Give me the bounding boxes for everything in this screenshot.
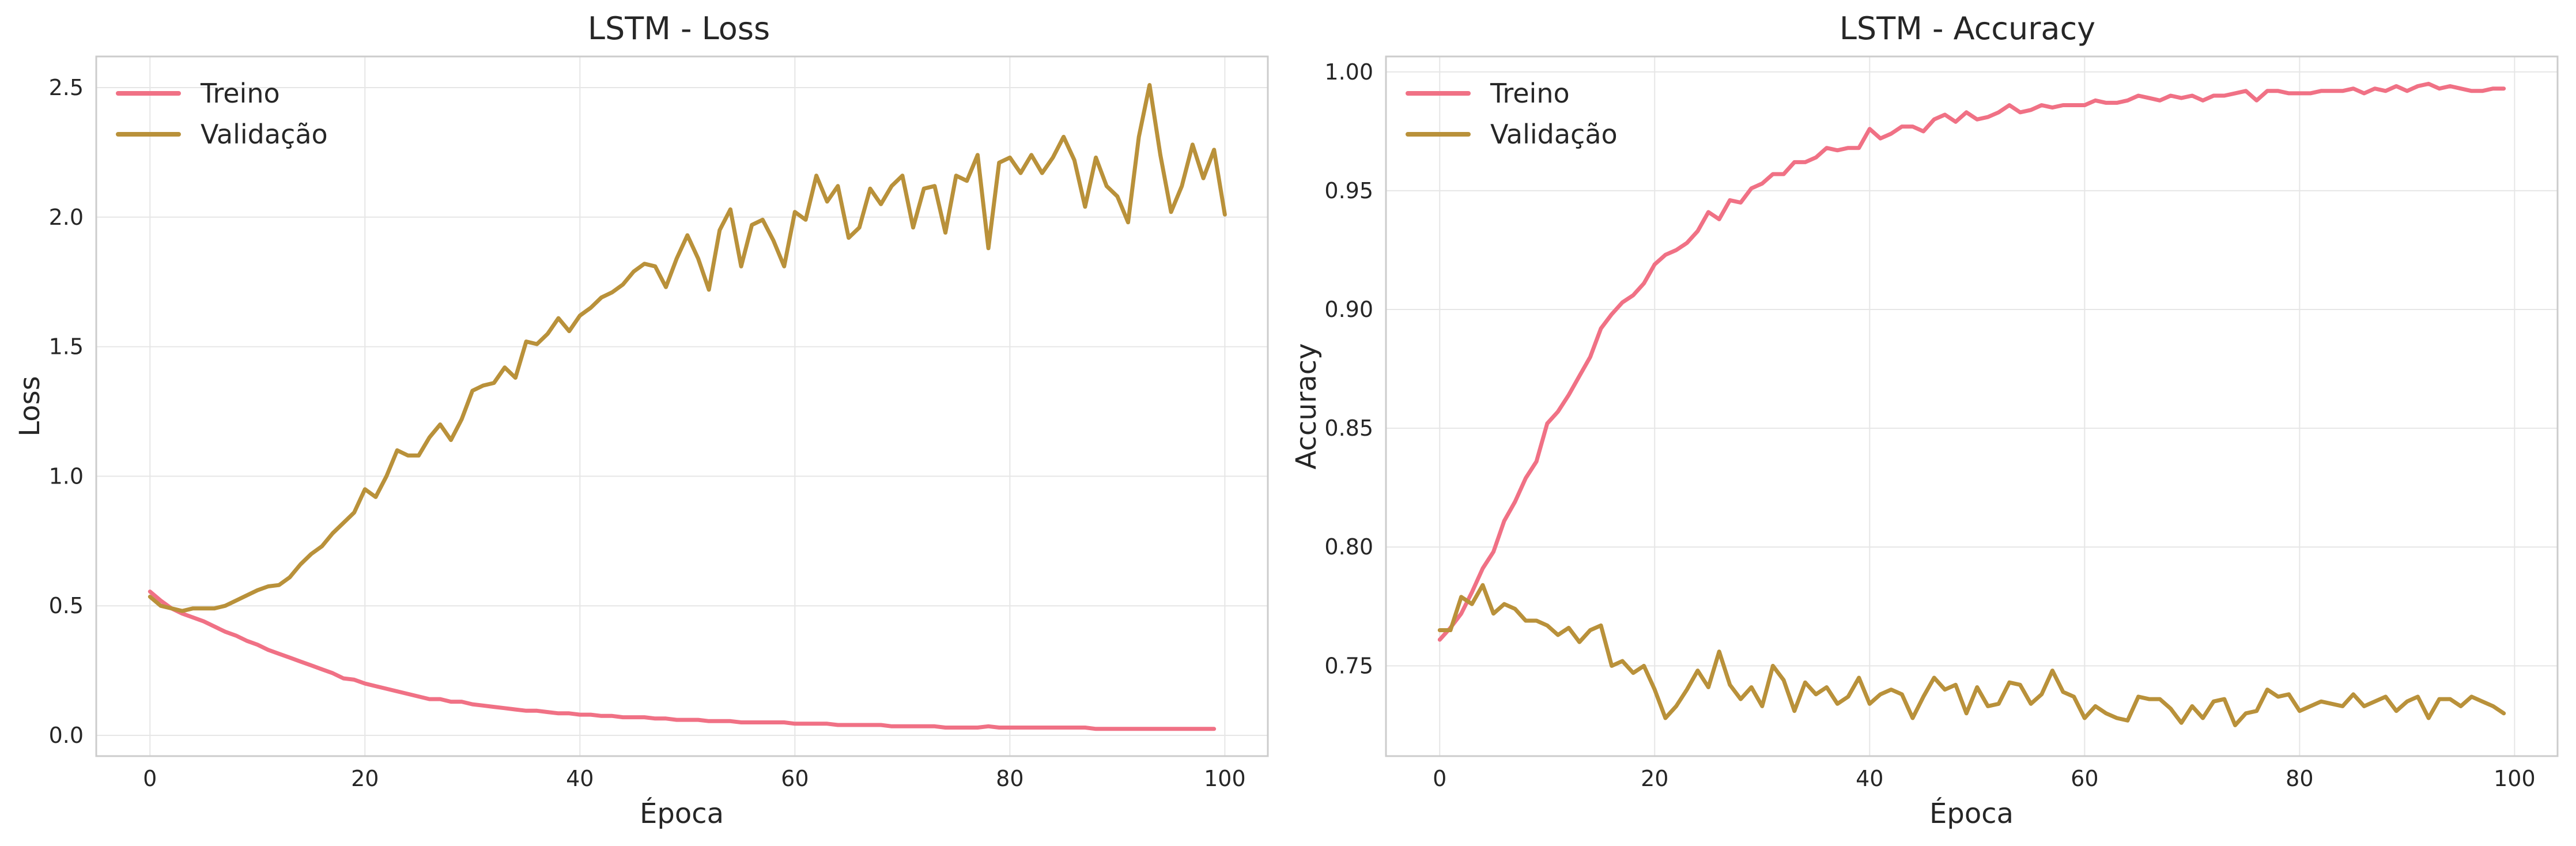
loss-x-tick-label: 20 <box>351 766 379 791</box>
loss-chart: LSTM - Loss 0 20 40 60 80 100 0.0 0.5 1.0 1.5 2.0 2… <box>14 10 1269 830</box>
accuracy-y-tick-label: 1.00 <box>1324 59 1373 85</box>
loss-grid <box>96 56 1268 756</box>
loss-legend-label-validacao: Validação <box>201 119 328 150</box>
loss-x-tick-label: 40 <box>566 766 594 791</box>
accuracy-legend-label-validacao: Validação <box>1490 119 1618 150</box>
accuracy-grid <box>1386 56 2558 756</box>
loss-legend-label-treino: Treino <box>200 78 280 109</box>
accuracy-y-tick-label: 0.75 <box>1324 653 1373 678</box>
accuracy-legend: Treino Validação <box>1406 78 1618 150</box>
accuracy-x-axis-label: Época <box>1929 797 2014 830</box>
loss-tick-labels: 0 20 40 60 80 100 0.0 0.5 1.0 1.5 2.0 2.5 <box>49 75 1246 791</box>
loss-x-tick-label: 100 <box>1204 766 1246 791</box>
loss-series-line-treino <box>148 590 1217 731</box>
loss-chart-title: LSTM - Loss <box>588 10 770 47</box>
accuracy-x-tick-label: 80 <box>2286 766 2313 791</box>
accuracy-x-tick-label: 60 <box>2071 766 2098 791</box>
loss-x-tick-label: 60 <box>781 766 809 791</box>
accuracy-x-tick-label: 40 <box>1856 766 1883 791</box>
accuracy-y-tick-label: 0.80 <box>1324 534 1373 560</box>
loss-x-tick-label: 0 <box>143 766 157 791</box>
loss-series-lines <box>148 83 1227 731</box>
accuracy-legend-label-treino: Treino <box>1490 78 1570 109</box>
accuracy-tick-labels: 0 20 40 60 80 100 0.75 0.80 0.85 0.90 0.95 1.00 <box>1324 59 2535 791</box>
loss-plot-frame <box>95 55 1269 757</box>
loss-x-tick-label: 80 <box>996 766 1023 791</box>
loss-y-tick-label: 1.5 <box>49 334 84 360</box>
accuracy-y-tick-label: 0.85 <box>1324 416 1373 441</box>
loss-y-tick-label: 1.0 <box>49 463 84 489</box>
accuracy-series-line-validacao <box>1437 583 2506 727</box>
loss-y-tick-label: 0.0 <box>49 723 84 748</box>
loss-legend: Treino Validação <box>116 78 328 150</box>
accuracy-series-line-treino <box>1437 81 2506 642</box>
accuracy-x-tick-label: 100 <box>2494 766 2536 791</box>
accuracy-y-tick-label: 0.90 <box>1324 297 1373 322</box>
loss-x-axis-label: Época <box>640 797 724 830</box>
accuracy-x-tick-label: 20 <box>1641 766 1668 791</box>
loss-y-axis-label: Loss <box>14 376 46 436</box>
accuracy-plot-frame <box>1385 55 2559 757</box>
loss-y-tick-label: 2.5 <box>49 75 84 100</box>
accuracy-y-tick-label: 0.95 <box>1324 178 1373 203</box>
accuracy-chart: LSTM - Accuracy 0 20 40 60 80 100 0.75 0.80 0.85… <box>1290 10 2559 830</box>
loss-y-tick-label: 2.0 <box>49 205 84 230</box>
accuracy-chart-title: LSTM - Accuracy <box>1840 10 2095 47</box>
accuracy-y-axis-label: Accuracy <box>1290 343 1323 469</box>
loss-y-tick-label: 0.5 <box>49 593 84 618</box>
loss-series-line-validacao <box>148 83 1227 613</box>
accuracy-x-tick-label: 0 <box>1433 766 1446 791</box>
accuracy-series-lines <box>1437 81 2506 727</box>
